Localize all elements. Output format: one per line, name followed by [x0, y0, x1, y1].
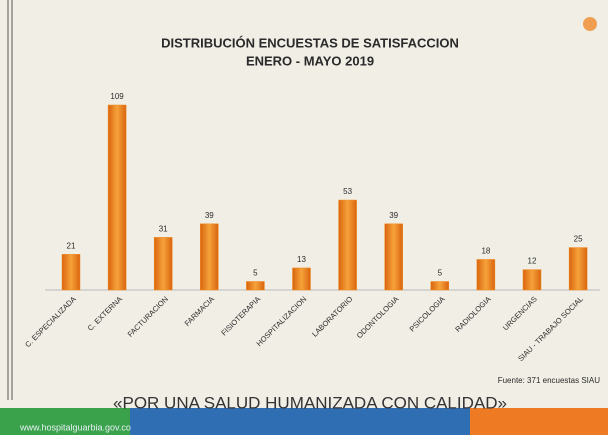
bar	[522, 269, 542, 291]
logo	[583, 17, 597, 31]
data-label: 5	[253, 269, 258, 278]
bar	[338, 199, 357, 291]
bar	[61, 254, 81, 291]
bar	[200, 223, 219, 291]
bar	[430, 281, 450, 291]
data-label: 53	[343, 187, 352, 196]
chart-title: DISTRIBUCIÓN ENCUESTAS DE SATISFACCION	[161, 35, 459, 50]
data-label: 21	[67, 241, 76, 250]
data-label: 5	[438, 269, 443, 278]
bar	[292, 267, 311, 291]
data-label: 39	[389, 211, 398, 220]
data-label: 18	[481, 247, 490, 256]
bar	[153, 237, 173, 291]
footer-orange	[470, 408, 608, 435]
data-label: 25	[574, 235, 583, 244]
footer-green	[0, 408, 130, 435]
data-label: 13	[297, 255, 306, 264]
bar	[384, 223, 403, 291]
bar	[476, 259, 496, 291]
data-label: 109	[110, 92, 124, 101]
bar	[107, 104, 127, 291]
data-label: 31	[159, 224, 168, 233]
data-label: 39	[205, 211, 214, 220]
data-label: 12	[528, 257, 537, 266]
slogan: «POR UNA SALUD HUMANIZADA CON CALIDAD»	[113, 393, 507, 412]
bar	[246, 281, 265, 291]
bar	[568, 247, 588, 291]
source-note: Fuente: 371 encuestas SIAU	[498, 376, 601, 385]
chart-subtitle: ENERO - MAYO 2019	[246, 53, 374, 68]
footer-url: www.hospitalguarbia.gov.co	[19, 422, 131, 432]
